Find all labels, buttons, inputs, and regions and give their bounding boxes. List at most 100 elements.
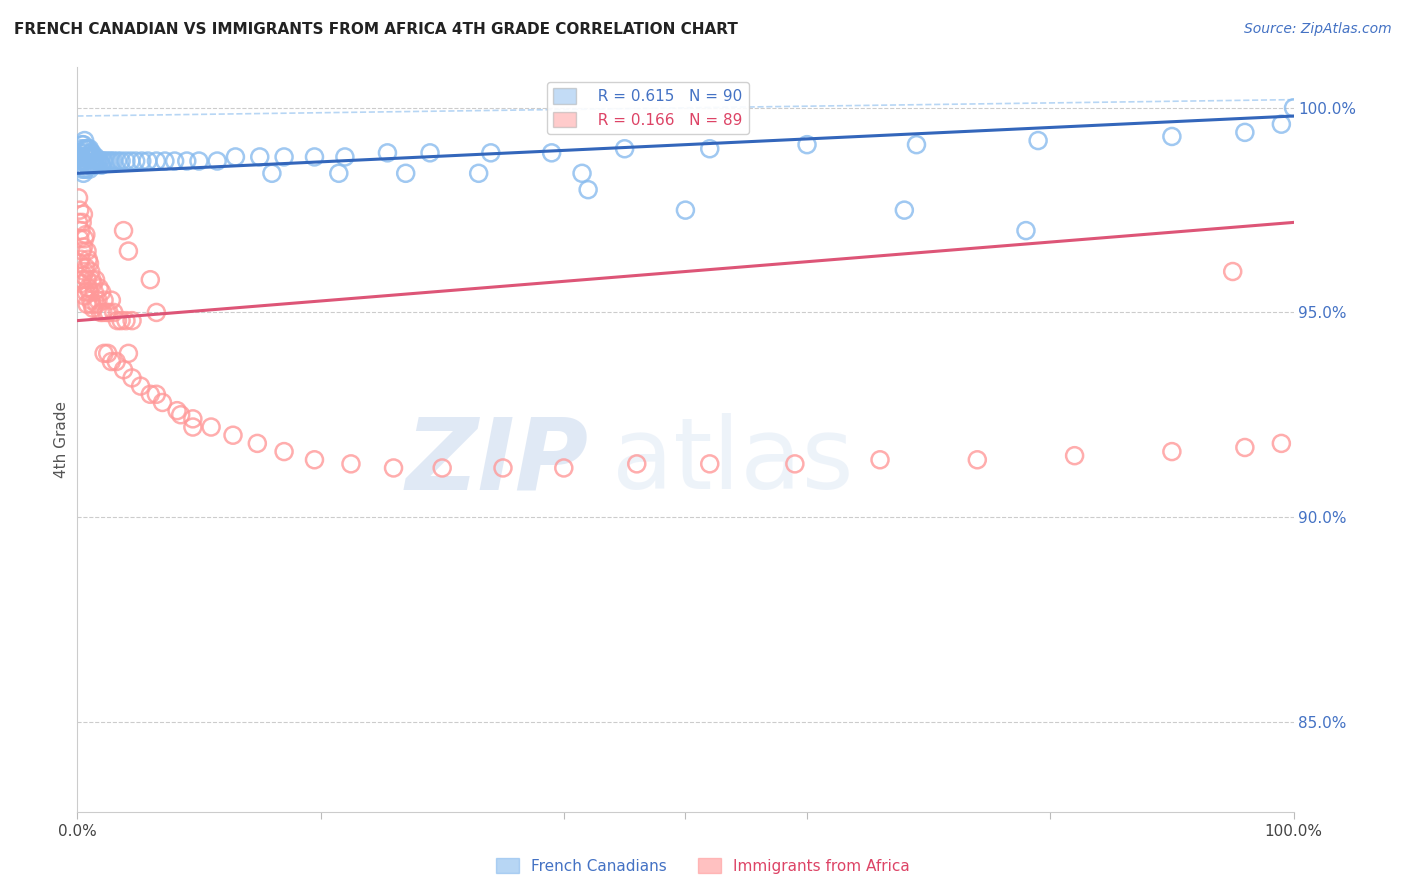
Point [115,313,138,327]
Point [112,363,135,377]
Point [1270,117,1292,131]
Point [86,297,108,311]
Point [166,403,188,417]
Point [67,158,90,172]
Point [131,154,153,169]
Point [382,461,405,475]
Point [1282,101,1305,115]
Point [97,305,120,319]
Point [93,154,115,169]
Point [1233,125,1256,139]
Point [273,150,295,164]
Point [80,145,103,160]
Point [553,461,575,475]
Point [1161,444,1184,458]
Point [100,354,122,368]
Point [188,154,211,169]
Point [70,142,93,156]
Point [93,346,115,360]
Point [613,142,636,156]
Point [893,203,915,218]
Point [72,137,94,152]
Point [273,444,295,458]
Point [77,158,100,172]
Text: Source: ZipAtlas.com: Source: ZipAtlas.com [1244,22,1392,37]
Point [200,420,222,434]
Point [91,154,114,169]
Point [67,191,90,205]
Point [129,379,152,393]
Point [467,166,489,180]
Point [110,313,132,327]
Point [905,137,928,152]
Point [107,313,129,327]
Point [222,428,245,442]
Point [84,273,107,287]
Point [110,154,132,169]
Point [70,224,93,238]
Point [107,154,129,169]
Point [70,215,93,229]
Point [1270,436,1292,450]
Point [73,232,96,246]
Point [1222,264,1244,278]
Point [205,154,228,169]
Point [699,142,721,156]
Point [699,457,721,471]
Point [70,150,93,164]
Point [83,158,105,172]
Point [76,150,98,164]
Point [67,215,90,229]
Point [91,305,114,319]
Point [70,273,93,287]
Point [69,232,91,246]
Point [419,145,441,160]
Point [377,145,399,160]
Point [80,145,103,160]
Point [796,137,818,152]
Point [246,436,269,450]
Point [966,452,988,467]
Point [75,162,97,177]
Point [73,142,96,156]
Point [87,154,110,169]
Point [76,158,98,172]
Point [176,154,198,169]
Legend:   R = 0.615   N = 90,   R = 0.166   N = 89: R = 0.615 N = 90, R = 0.166 N = 89 [547,82,749,134]
Point [70,244,93,258]
Point [576,183,599,197]
Point [869,452,891,467]
Point [125,154,148,169]
Point [73,264,96,278]
Point [83,285,105,299]
Point [90,285,112,299]
Point [70,252,93,267]
Point [136,154,159,169]
Point [96,305,118,319]
Point [97,154,120,169]
Point [76,297,98,311]
Point [89,305,111,319]
Point [82,150,104,164]
Point [96,154,118,169]
Point [340,457,363,471]
Point [80,158,103,172]
Point [75,227,97,242]
Point [333,150,356,164]
Point [1026,134,1049,148]
Point [76,142,98,156]
Point [69,203,91,218]
Point [121,313,143,327]
Point [571,166,593,180]
Point [304,452,326,467]
Point [100,154,122,169]
Point [145,387,167,401]
Point [105,354,128,368]
Point [152,395,174,409]
Point [75,285,97,299]
Point [100,293,122,308]
Point [70,150,93,164]
Point [82,158,104,172]
Point [97,346,120,360]
Point [139,387,162,401]
